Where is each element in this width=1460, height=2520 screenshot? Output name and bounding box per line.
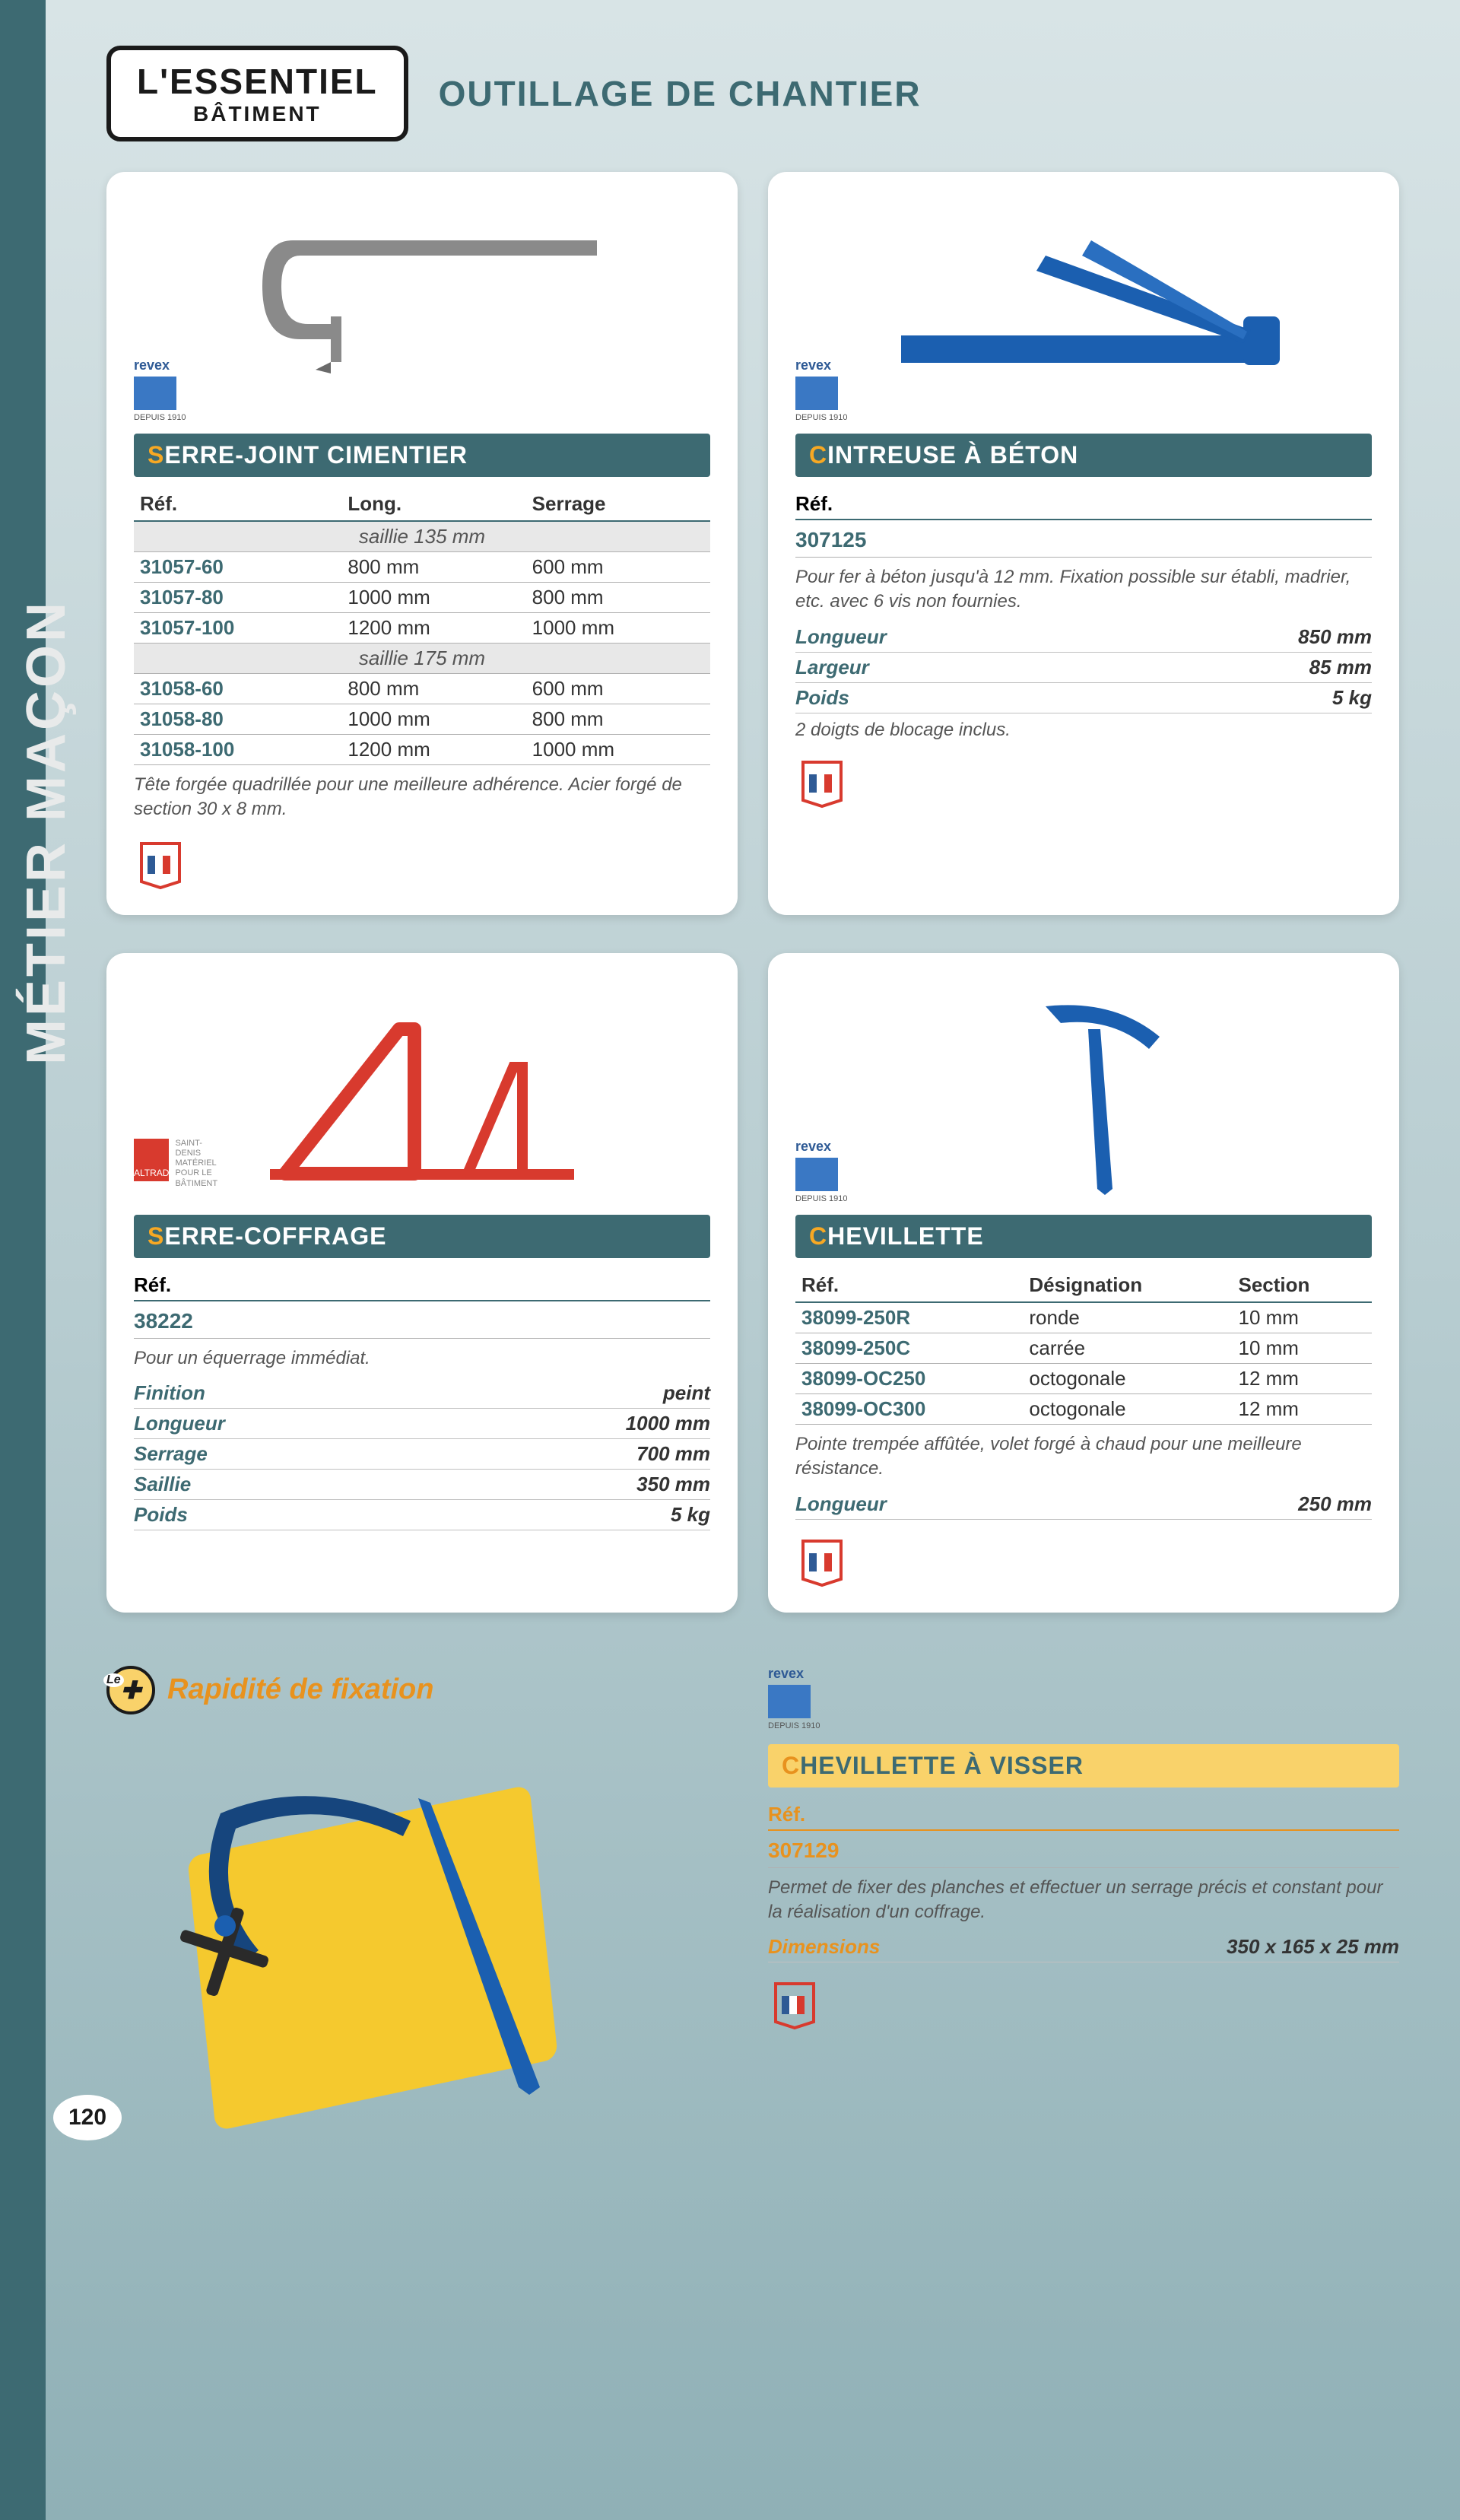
spec-row: Poids5 kg	[134, 1500, 710, 1530]
page-header: L'ESSENTIEL BÂTIMENT OUTILLAGE DE CHANTI…	[106, 46, 1399, 141]
spec-row: Longueur250 mm	[795, 1489, 1372, 1520]
made-in-france-icon	[768, 1976, 821, 2029]
brand-badge-altrad: ALTRAD SAINT-DENIS MATÉRIEL POUR LE BÂTI…	[134, 1139, 199, 1204]
highlight-image	[106, 1730, 738, 2125]
product-title: CHEVILLETTE À VISSER	[768, 1744, 1399, 1788]
product-title: CHEVILLETTE	[795, 1215, 1372, 1258]
table-row: 31057-801000 mm800 mm	[134, 583, 710, 613]
product-card-serre-joint: revex DEPUIS 1910 SERRE-JOINT CIMENTIER …	[106, 172, 738, 915]
product-image: ALTRAD SAINT-DENIS MATÉRIEL POUR LE BÂTI…	[134, 976, 710, 1204]
product-title: SERRE-JOINT CIMENTIER	[134, 434, 710, 477]
table-row: 31057-60800 mm600 mm	[134, 552, 710, 583]
ref-label: Réf.	[768, 1798, 1399, 1831]
brand-badge-revex: revex DEPUIS 1910	[768, 1666, 1399, 1730]
spec-row: Longueur850 mm	[795, 622, 1372, 653]
product-image: revex DEPUIS 1910	[134, 195, 710, 423]
table-row: 38099-OC250octogonale12 mm	[795, 1363, 1372, 1393]
product-ref: 307125	[795, 523, 1372, 558]
product-title: CINTREUSE À BÉTON	[795, 434, 1372, 477]
spec-row: Serrage700 mm	[134, 1439, 710, 1470]
product-image: revex DEPUIS 1910	[795, 195, 1372, 423]
product-ref: 38222	[134, 1304, 710, 1339]
spec-row: Saillie350 mm	[134, 1470, 710, 1500]
product-note: 2 doigts de blocage inclus.	[795, 720, 1372, 741]
spec-row: Dimensions350 x 165 x 25 mm	[768, 1932, 1399, 1962]
table-row: 31057-1001200 mm1000 mm	[134, 613, 710, 644]
product-description: Pointe trempée affûtée, volet forgé à ch…	[795, 1432, 1372, 1482]
product-description: Tête forgée quadrillée pour une meilleur…	[134, 773, 710, 822]
product-title: SERRE-COFFRAGE	[134, 1215, 710, 1258]
product-card-cintreuse: revex DEPUIS 1910 CINTREUSE À BÉTON Réf.…	[768, 172, 1399, 915]
spec-table: Réf. Long. Serrage saillie 135 mm 31057-…	[134, 488, 710, 765]
made-in-france-icon	[795, 1533, 849, 1587]
brand-badge-revex: revex DEPUIS 1910	[795, 1139, 861, 1204]
spec-table: Réf. Désignation Section 38099-250Rronde…	[795, 1269, 1372, 1425]
product-card-chevillette-visser: revex DEPUIS 1910 CHEVILLETTE À VISSER R…	[768, 1651, 1399, 2125]
logo: L'ESSENTIEL BÂTIMENT	[106, 46, 408, 141]
table-row: 31058-801000 mm800 mm	[134, 704, 710, 735]
product-card-serre-coffrage: ALTRAD SAINT-DENIS MATÉRIEL POUR LE BÂTI…	[106, 953, 738, 1613]
table-row: 38099-250Ccarrée10 mm	[795, 1333, 1372, 1363]
highlight-section: ✚ Rapidité de fixation	[106, 1651, 738, 2125]
product-ref: 307129	[768, 1834, 1399, 1868]
spec-row: Longueur1000 mm	[134, 1409, 710, 1439]
product-description: Permet de fixer des planches et effectue…	[768, 1876, 1399, 1925]
spec-row: Poids5 kg	[795, 683, 1372, 713]
table-row: 31058-1001200 mm1000 mm	[134, 735, 710, 765]
logo-main-text: L'ESSENTIEL	[137, 61, 378, 102]
ref-label: Réf.	[795, 488, 1372, 520]
page-number: 120	[53, 2095, 122, 2140]
highlight-title: ✚ Rapidité de fixation	[106, 1666, 738, 1714]
table-row: 31058-60800 mm600 mm	[134, 674, 710, 704]
spec-row: Largeur85 mm	[795, 653, 1372, 683]
product-card-chevillette: revex DEPUIS 1910 CHEVILLETTE Réf. Désig…	[768, 953, 1399, 1613]
plus-badge-icon: ✚	[106, 1666, 155, 1714]
product-description: Pour fer à béton jusqu'à 12 mm. Fixation…	[795, 565, 1372, 615]
made-in-france-icon	[134, 836, 187, 889]
brand-badge-revex: revex DEPUIS 1910	[134, 358, 199, 423]
page-title: OUTILLAGE DE CHANTIER	[439, 73, 922, 114]
product-description: Pour un équerrage immédiat.	[134, 1346, 710, 1371]
ref-label: Réf.	[134, 1269, 710, 1301]
product-image: revex DEPUIS 1910	[795, 976, 1372, 1204]
brand-badge-revex: revex DEPUIS 1910	[795, 358, 861, 423]
table-row: 38099-250Rronde10 mm	[795, 1302, 1372, 1333]
logo-sub-text: BÂTIMENT	[137, 102, 378, 126]
spec-row: Finitionpeint	[134, 1378, 710, 1409]
table-row: 38099-OC300octogonale12 mm	[795, 1393, 1372, 1424]
made-in-france-icon	[795, 755, 849, 808]
